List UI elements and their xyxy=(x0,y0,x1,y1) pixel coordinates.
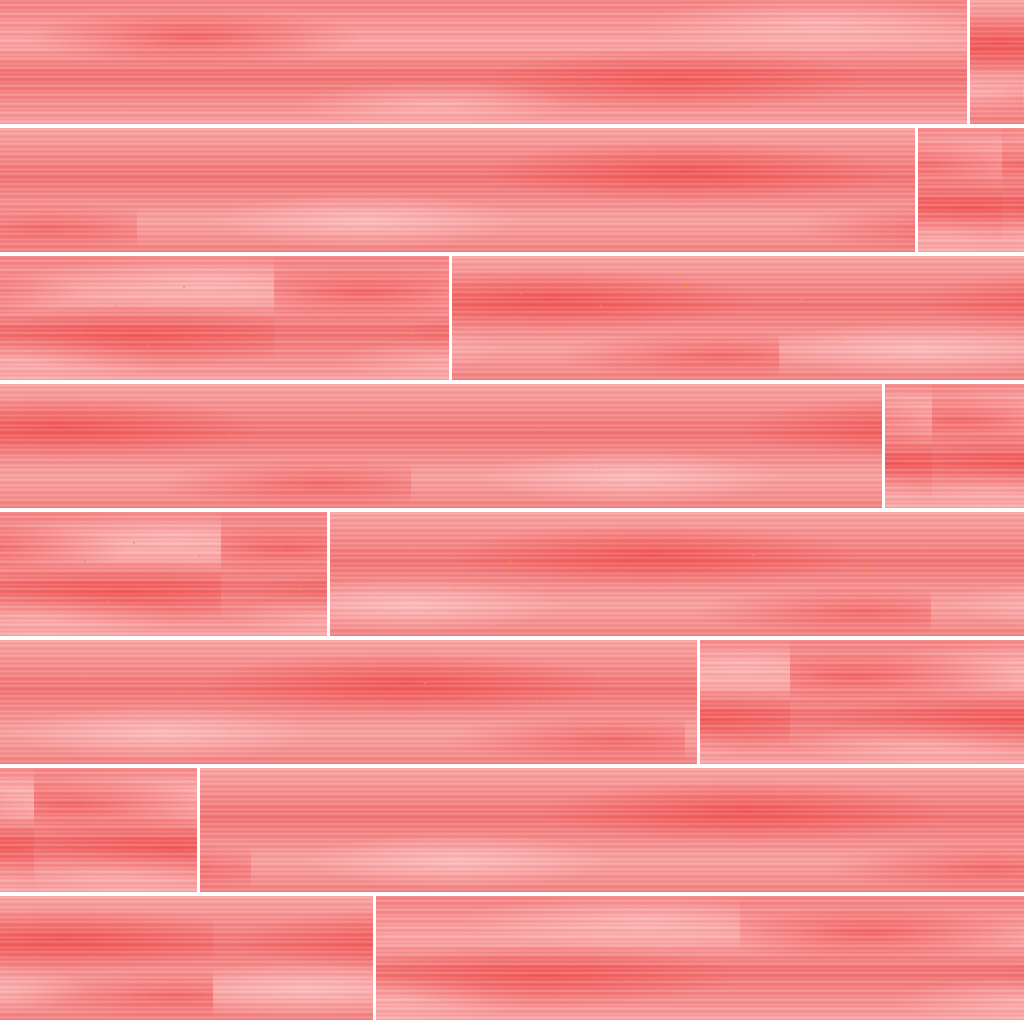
plank-row xyxy=(0,768,1024,892)
grain-fleck-pattern xyxy=(452,256,1024,380)
wood-plank xyxy=(885,384,1024,508)
grain-fleck-pattern xyxy=(330,512,1024,636)
wood-plank xyxy=(0,128,915,252)
wood-plank xyxy=(700,640,1024,764)
plank-row xyxy=(0,0,1024,124)
plank-row xyxy=(0,640,1024,764)
plank-row xyxy=(0,512,1024,636)
wood-plank xyxy=(0,640,697,764)
grain-fleck-pattern xyxy=(0,512,327,636)
plank-row xyxy=(0,384,1024,508)
wood-plank xyxy=(0,512,327,636)
wood-plank xyxy=(376,896,1024,1020)
wood-plank xyxy=(918,128,1024,252)
plank-row xyxy=(0,128,1024,252)
wood-plank xyxy=(200,768,1024,892)
wood-plank xyxy=(0,896,373,1020)
wood-plank xyxy=(330,512,1024,636)
grain-fleck-pattern xyxy=(0,256,449,380)
wood-plank xyxy=(0,256,449,380)
wood-plank xyxy=(970,0,1024,124)
wood-plank xyxy=(452,256,1024,380)
grain-fleck-pattern xyxy=(0,384,882,508)
plank-row xyxy=(0,896,1024,1020)
wood-plank xyxy=(0,0,967,124)
plank-row xyxy=(0,256,1024,380)
wood-plank xyxy=(0,384,882,508)
wood-plank xyxy=(0,768,197,892)
grain-fleck-pattern xyxy=(0,640,697,764)
